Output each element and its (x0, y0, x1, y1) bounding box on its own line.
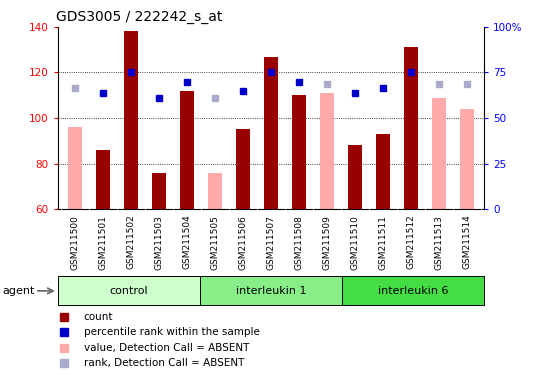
Bar (200, 276, 342, 305)
Bar (152, 173, 166, 209)
Text: GSM211510: GSM211510 (350, 215, 360, 270)
Bar (96, 150, 109, 209)
Bar (404, 47, 418, 209)
Text: GSM211508: GSM211508 (294, 215, 304, 270)
Bar (208, 173, 222, 209)
Text: GSM211504: GSM211504 (182, 215, 191, 270)
Text: GDS3005 / 222242_s_at: GDS3005 / 222242_s_at (56, 10, 222, 25)
Text: GSM211501: GSM211501 (98, 215, 107, 270)
Bar (376, 134, 390, 209)
Text: interleukin 1: interleukin 1 (235, 286, 306, 296)
Bar (292, 95, 306, 209)
Text: GSM211503: GSM211503 (154, 215, 163, 270)
Text: agent: agent (3, 286, 35, 296)
Text: GSM211512: GSM211512 (406, 215, 416, 270)
Bar (348, 146, 362, 209)
Bar (58, 276, 200, 305)
Text: GSM211506: GSM211506 (238, 215, 248, 270)
Bar (180, 91, 194, 209)
Text: GSM211513: GSM211513 (434, 215, 444, 270)
Text: GSM211507: GSM211507 (266, 215, 276, 270)
Text: control: control (109, 286, 148, 296)
Bar (342, 276, 484, 305)
Bar (320, 93, 334, 209)
Bar (124, 31, 138, 209)
Text: GSM211505: GSM211505 (210, 215, 219, 270)
Text: GSM211509: GSM211509 (322, 215, 332, 270)
Text: percentile rank within the sample: percentile rank within the sample (84, 327, 260, 337)
Text: count: count (84, 312, 113, 322)
Bar (432, 98, 446, 209)
Bar (264, 56, 278, 209)
Bar (460, 109, 474, 209)
Text: GSM211514: GSM211514 (463, 215, 472, 270)
Bar (236, 129, 250, 209)
Bar (68, 127, 81, 209)
Text: value, Detection Call = ABSENT: value, Detection Call = ABSENT (84, 343, 249, 353)
Text: rank, Detection Call = ABSENT: rank, Detection Call = ABSENT (84, 358, 244, 368)
Text: GSM211502: GSM211502 (126, 215, 135, 270)
Text: GSM211500: GSM211500 (70, 215, 79, 270)
Text: interleukin 6: interleukin 6 (378, 286, 448, 296)
Text: GSM211511: GSM211511 (378, 215, 388, 270)
